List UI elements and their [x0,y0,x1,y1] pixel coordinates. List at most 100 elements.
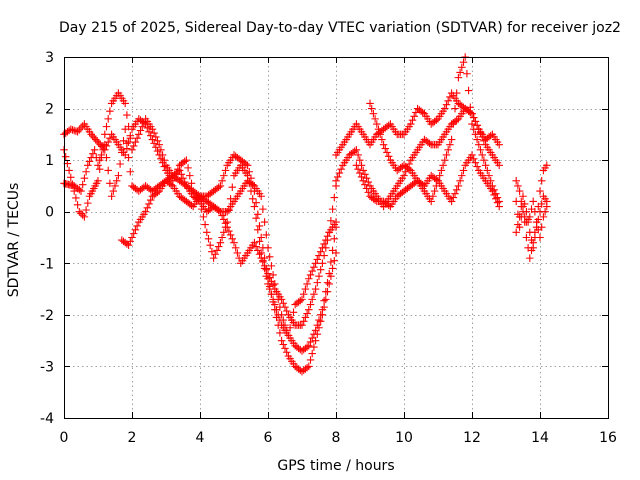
data-point [218,211,226,220]
data-point [106,179,114,188]
data-point [109,187,118,195]
y-tick-label: 0 [45,205,54,221]
data-point [250,202,259,211]
data-point [315,316,323,324]
data-point [526,254,534,262]
data-point [186,171,194,180]
data-point [473,121,481,130]
data-point [311,285,320,293]
data-point [84,199,92,207]
data-point [243,161,252,170]
data-point [90,146,99,154]
data-point [259,258,267,266]
data-point [269,281,277,289]
data-point [286,324,294,332]
data-point [257,192,265,200]
data-point [468,109,476,118]
data-point [537,223,546,231]
data-point [430,187,439,195]
data-point [152,133,160,141]
data-point [255,222,264,230]
data-point [367,104,376,113]
chart-title: Day 215 of 2025, Sidereal Day-to-day VTE… [59,20,621,36]
data-point [65,166,73,175]
data-point [473,162,481,171]
data-point [495,140,503,149]
data-point [400,171,408,180]
plot-area [60,53,551,376]
data-point [72,194,80,202]
data-point [379,140,388,149]
data-point [383,148,391,157]
data-point [279,340,288,349]
data-point [95,165,104,173]
data-point [313,255,322,264]
y-tick-label: 3 [45,50,54,66]
data-point [471,158,480,167]
data-point [316,311,325,319]
data-point [320,296,328,305]
data-point [160,156,169,164]
data-point [267,262,276,270]
data-point [313,278,322,287]
data-point [469,155,478,163]
data-point [361,180,369,189]
data-point [469,125,478,133]
data-point [116,160,124,168]
data-point [371,115,379,123]
data-point [255,237,264,246]
data-point [94,177,102,185]
data-point [228,235,237,243]
data-point [495,161,503,170]
data-point [128,233,136,242]
data-point [126,237,135,246]
data-point [155,140,163,149]
data-point [471,130,480,139]
data-point [543,202,551,211]
data-point [128,146,136,154]
data-point [216,207,225,216]
data-point [410,112,418,121]
data-point [362,184,371,193]
data-point [452,186,461,194]
data-point [323,278,332,287]
data-point [301,313,310,322]
data-point [352,146,361,154]
data-point [332,218,340,226]
data-point [320,240,328,248]
data-point [177,170,186,179]
data-point [308,295,316,304]
data-point [451,189,459,198]
data-point [140,119,148,127]
data-point [376,130,384,139]
data-point [221,166,230,175]
data-point [458,63,466,72]
data-point [354,165,362,173]
data-point [104,138,112,146]
x-axis-label: GPS time / hours [277,458,394,474]
data-point [121,151,129,159]
data-point [187,179,196,188]
data-point [308,334,316,342]
data-point [352,161,361,170]
data-point [526,213,534,221]
data-point [454,182,463,190]
data-point [435,171,444,180]
data-point [121,99,129,108]
data-point [325,269,333,278]
data-point [452,89,461,97]
data-point [485,171,493,180]
data-point [247,187,255,195]
data-point [381,144,390,153]
data-point [126,134,135,142]
data-point [284,331,293,340]
data-point [442,100,451,109]
x-tick-label: 16 [599,430,617,446]
data-point [259,205,267,213]
data-point [211,250,220,259]
data-point [61,152,70,161]
data-point [303,280,311,288]
data-point [214,242,223,251]
data-point [141,207,150,216]
data-point [267,290,276,298]
